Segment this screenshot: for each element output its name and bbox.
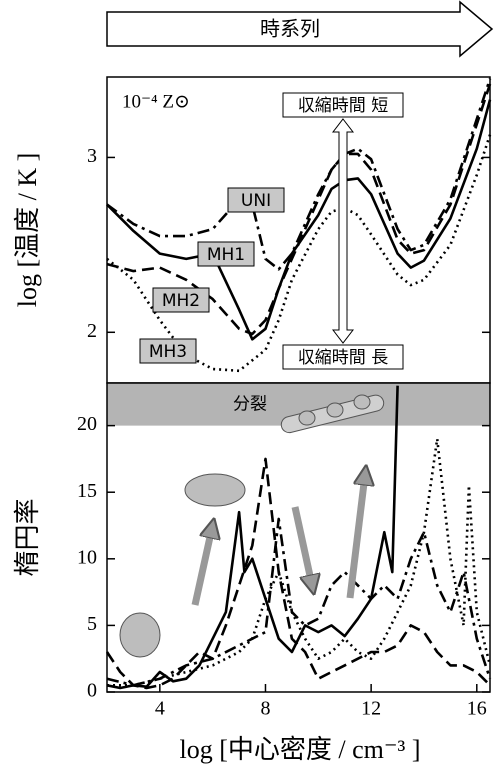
series-label: MH3	[149, 342, 187, 362]
x-axis-label: log [中心密度 / cm⁻³ ]	[179, 735, 420, 764]
y-axis-label: 楕円率	[13, 498, 42, 576]
long-box	[282, 344, 404, 370]
cloud	[119, 612, 161, 658]
series-line	[105, 457, 491, 690]
series-line	[107, 437, 492, 687]
cloud	[298, 410, 316, 426]
plot-frame	[106, 76, 491, 384]
series-label-box	[197, 241, 255, 267]
y-tick-label: 2	[87, 320, 97, 342]
trend-arrow	[191, 528, 212, 606]
x-tick-label: 8	[260, 698, 270, 720]
series-line	[106, 83, 492, 336]
y-axis-label: log [温度 / K ]	[13, 153, 42, 308]
series-label-box	[152, 287, 210, 313]
time-arrow	[106, 0, 494, 58]
double-arrow	[331, 118, 355, 344]
series-label: MH1	[207, 245, 245, 265]
y-tick-label: 10	[77, 546, 97, 568]
time-arrow-label: 時系列	[260, 17, 320, 41]
x-tick-label: 4	[155, 698, 165, 720]
short-label: 収縮時間 短	[298, 96, 388, 116]
cloud	[184, 473, 246, 507]
series-label-box	[227, 187, 285, 213]
trend-arrow	[346, 475, 365, 599]
y-tick-label: 5	[87, 613, 97, 635]
cloud	[326, 402, 344, 418]
series-line	[106, 517, 492, 687]
long-label: 収縮時間 長	[298, 348, 388, 368]
y-tick-label: 15	[77, 480, 97, 502]
y-tick-label: 20	[77, 413, 97, 435]
plot-frame	[106, 382, 491, 693]
y-tick-label: 0	[87, 680, 97, 702]
series-label: MH2	[162, 291, 200, 311]
cloud	[353, 394, 371, 410]
short-box	[282, 92, 404, 118]
series-label: UNI	[241, 191, 271, 211]
series-label-box	[139, 338, 197, 364]
trend-arrow	[291, 506, 312, 585]
x-tick-label: 12	[361, 698, 381, 720]
series-line	[106, 385, 399, 690]
metallicity-label: 10⁻⁴ Z⊙	[122, 91, 190, 112]
series-line	[106, 78, 492, 271]
series-line	[106, 134, 492, 373]
y-tick-label: 3	[87, 145, 97, 167]
band-label: 分裂	[233, 394, 267, 414]
series-line	[106, 99, 492, 341]
x-tick-label: 16	[467, 698, 487, 720]
